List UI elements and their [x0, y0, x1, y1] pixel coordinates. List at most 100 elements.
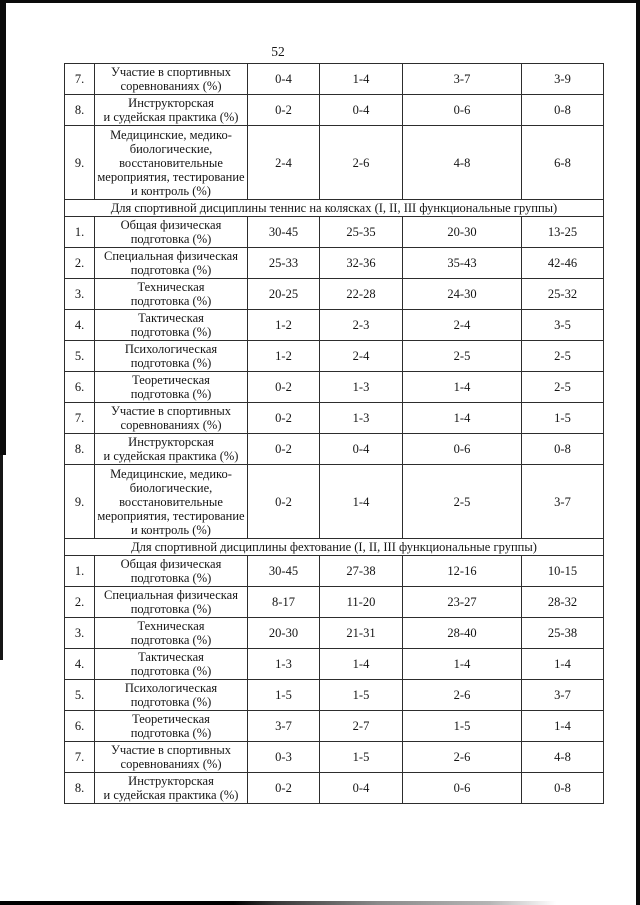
- row-number-cell: 3.: [64, 617, 95, 649]
- table-row: 7. Участие в спортивных соревнованиях (%) 0…: [64, 63, 604, 95]
- value-cell: 20-25: [247, 278, 320, 310]
- value-cell: 2-7: [319, 710, 403, 742]
- table-row: 9. Медицинские, медико-биологические, восс…: [64, 464, 604, 539]
- activity-name-cell: Теоретическая подготовка (%): [94, 371, 248, 403]
- table-row: 1. Общая физическая подготовка (%) 30-45 25-…: [64, 216, 604, 248]
- activity-name-cell: Специальная физическая подготовка (%): [94, 247, 248, 279]
- activity-name-cell: Инструкторская и судейская практика (%): [94, 433, 248, 465]
- value-cell: 1-4: [319, 464, 403, 539]
- row-number-cell: 6.: [64, 371, 95, 403]
- value-cell: 1-2: [247, 309, 320, 341]
- table-row: 4. Тактическая подготовка (%) 1-3 1-4 1-4 1-4: [64, 648, 604, 680]
- scan-edge-left-upper: [0, 0, 6, 455]
- activity-name-cell: Общая физическая подготовка (%): [94, 555, 248, 587]
- table-row: 4. Тактическая подготовка (%) 1-2 2-3 2-4 3-5: [64, 309, 604, 341]
- value-cell: 24-30: [402, 278, 522, 310]
- table-row: 7. Участие в спортивных соревнованиях (%) 0…: [64, 402, 604, 434]
- value-cell: 1-4: [402, 371, 522, 403]
- value-cell: 2-5: [402, 340, 522, 372]
- table-row: 8. Инструкторская и судейская практика (%)…: [64, 772, 604, 804]
- table-row: 2. Специальная физическая подготовка (%) 8-…: [64, 586, 604, 618]
- row-number-cell: 1.: [64, 216, 95, 248]
- value-cell: 12-16: [402, 555, 522, 587]
- value-cell: 1-5: [319, 679, 403, 711]
- activity-name-cell: Участие в спортивных соревнованиях (%): [94, 402, 248, 434]
- value-cell: 2-4: [319, 340, 403, 372]
- page-number: 52: [271, 44, 285, 59]
- scan-edge-top: [0, 0, 640, 3]
- value-cell: 1-4: [402, 402, 522, 434]
- value-cell: 2-3: [319, 309, 403, 341]
- table-row: 5. Психологическая подготовка (%) 1-2 2-4 2-5…: [64, 340, 604, 372]
- value-cell: 2-5: [521, 340, 604, 372]
- value-cell: 0-6: [402, 433, 522, 465]
- scan-edge-right: [636, 0, 640, 905]
- row-number-cell: 5.: [64, 679, 95, 711]
- table-row: 6. Теоретическая подготовка (%) 3-7 2-7 1-5 1-…: [64, 710, 604, 742]
- row-number-cell: 8.: [64, 772, 95, 804]
- value-cell: 13-25: [521, 216, 604, 248]
- row-number-cell: 7.: [64, 741, 95, 773]
- value-cell: 2-5: [402, 464, 522, 539]
- value-cell: 1-4: [319, 63, 403, 95]
- value-cell: 2-6: [402, 741, 522, 773]
- value-cell: 3-7: [521, 464, 604, 539]
- value-cell: 0-6: [402, 772, 522, 804]
- value-cell: 23-27: [402, 586, 522, 618]
- row-number-cell: 8.: [64, 94, 95, 126]
- value-cell: 0-2: [247, 402, 320, 434]
- row-number-cell: 2.: [64, 586, 95, 618]
- value-cell: 0-2: [247, 772, 320, 804]
- activity-name-cell: Психологическая подготовка (%): [94, 679, 248, 711]
- value-cell: 2-6: [319, 125, 403, 200]
- table-row: 7. Участие в спортивных соревнованиях (%) 0…: [64, 741, 604, 773]
- value-cell: 0-4: [319, 433, 403, 465]
- value-cell: 3-7: [521, 679, 604, 711]
- value-cell: 1-5: [521, 402, 604, 434]
- value-cell: 6-8: [521, 125, 604, 200]
- section-header-row: Для спортивной дисциплины фехтование (I,…: [64, 538, 604, 556]
- activity-name-cell: Тактическая подготовка (%): [94, 309, 248, 341]
- value-cell: 3-9: [521, 63, 604, 95]
- value-cell: 3-5: [521, 309, 604, 341]
- table-row: 8. Инструкторская и судейская практика (%)…: [64, 433, 604, 465]
- section-header-row: Для спортивной дисциплины теннис на коля…: [64, 199, 604, 217]
- activity-name-cell: Инструкторская и судейская практика (%): [94, 94, 248, 126]
- table-row: 5. Психологическая подготовка (%) 1-5 1-5 2-6…: [64, 679, 604, 711]
- value-cell: 0-2: [247, 94, 320, 126]
- row-number-cell: 6.: [64, 710, 95, 742]
- activity-name-cell: Техническая подготовка (%): [94, 617, 248, 649]
- table-row: 8. Инструкторская и судейская практика (%)…: [64, 94, 604, 126]
- activity-name-cell: Медицинские, медико-биологические, восста…: [94, 464, 248, 539]
- activity-name-cell: Теоретическая подготовка (%): [94, 710, 248, 742]
- table-row: 6. Теоретическая подготовка (%) 0-2 1-3 1-4 2-…: [64, 371, 604, 403]
- value-cell: 25-38: [521, 617, 604, 649]
- activity-name-cell: Тактическая подготовка (%): [94, 648, 248, 680]
- table-row: 3. Техническая подготовка (%) 20-25 22-28 24-…: [64, 278, 604, 310]
- table-row: 1. Общая физическая подготовка (%) 30-45 27-…: [64, 555, 604, 587]
- value-cell: 1-4: [521, 648, 604, 680]
- value-cell: 21-31: [319, 617, 403, 649]
- value-cell: 42-46: [521, 247, 604, 279]
- value-cell: 0-2: [247, 464, 320, 539]
- value-cell: 1-3: [247, 648, 320, 680]
- row-number-cell: 9.: [64, 125, 95, 200]
- value-cell: 27-38: [319, 555, 403, 587]
- table-row: 2. Специальная физическая подготовка (%) 25…: [64, 247, 604, 279]
- section-header-text: Для спортивной дисциплины фехтование (I,…: [64, 538, 604, 556]
- value-cell: 22-28: [319, 278, 403, 310]
- value-cell: 25-33: [247, 247, 320, 279]
- value-cell: 1-5: [319, 741, 403, 773]
- value-cell: 20-30: [402, 216, 522, 248]
- activity-name-cell: Общая физическая подготовка (%): [94, 216, 248, 248]
- value-cell: 10-15: [521, 555, 604, 587]
- scan-edge-left-lower: [0, 455, 3, 660]
- value-cell: 0-4: [319, 94, 403, 126]
- row-number-cell: 9.: [64, 464, 95, 539]
- value-cell: 25-35: [319, 216, 403, 248]
- section-header-text: Для спортивной дисциплины теннис на коля…: [64, 199, 604, 217]
- training-plan-table: 7. Участие в спортивных соревнованиях (%) 0…: [64, 63, 604, 804]
- value-cell: 4-8: [521, 741, 604, 773]
- value-cell: 2-4: [402, 309, 522, 341]
